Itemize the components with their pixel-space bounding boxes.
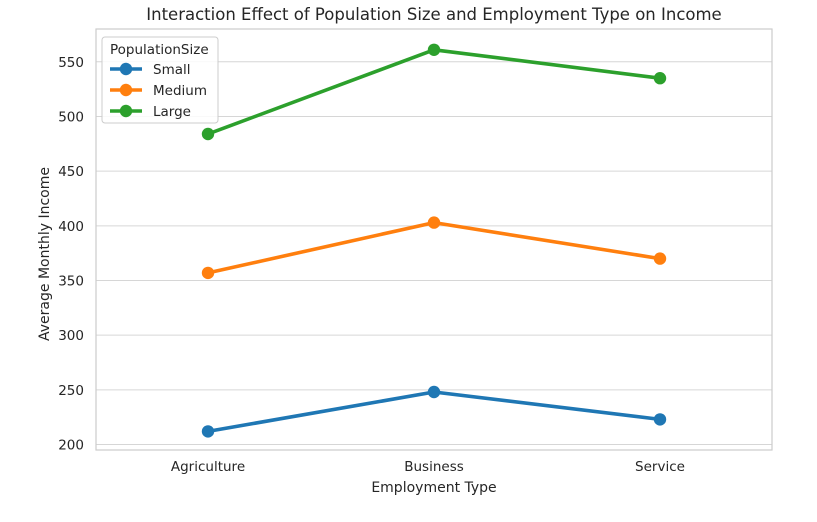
legend-label: Large [153,104,191,120]
series-small [201,385,667,438]
series-medium [201,216,667,280]
legend-marker [119,62,133,76]
y-tick-label: 250 [58,383,84,399]
y-tick-labels: 200 250 300 350 400 450 500 550 [58,55,84,454]
legend-label: Small [153,62,191,78]
legend-marker [119,104,133,118]
data-point [653,413,667,426]
x-tick-label: Service [635,459,685,475]
legend-item-small: Small [110,62,191,78]
data-point [653,252,667,265]
data-point [427,216,441,229]
series-lines [201,43,667,438]
data-point [201,266,215,280]
data-point [201,127,215,141]
legend-item-medium: Medium [110,83,207,99]
data-point [427,385,441,399]
series-line [206,220,662,275]
data-point [427,43,441,56]
y-tick-label: 400 [58,219,84,235]
data-point [653,72,667,85]
legend-item-large: Large [110,104,191,120]
y-tick-label: 450 [58,164,84,180]
y-axis-label: Average Monthly Income [37,167,53,341]
x-axis-label: Employment Type [371,480,496,496]
y-tick-label: 550 [58,55,84,71]
y-tick-label: 300 [58,328,84,344]
plot-frame [95,28,773,451]
y-tick-label: 200 [58,438,84,454]
series-large [201,43,667,141]
legend-marker [119,83,133,97]
y-tick-label: 350 [58,274,84,290]
legend-title: PopulationSize [110,42,209,58]
y-tick-label: 500 [58,109,84,125]
series-line [206,47,662,136]
x-tick-labels: Agriculture Business Service [171,459,685,475]
x-tick-label: Agriculture [171,459,245,475]
x-tick-label: Business [404,459,464,475]
data-point [201,425,215,438]
legend-box [101,36,219,124]
legend-label: Medium [153,83,207,99]
legend-items: Small Medium Large [110,62,207,120]
chart-title: Interaction Effect of Population Size an… [146,5,721,24]
legend: PopulationSize Small Medium Large [101,36,219,124]
